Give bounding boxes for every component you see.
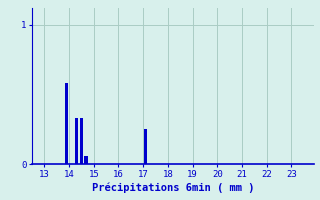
Bar: [84, 156, 88, 164]
Bar: [65, 83, 68, 164]
Bar: [80, 118, 83, 164]
X-axis label: Précipitations 6min ( mm ): Précipitations 6min ( mm ): [92, 183, 254, 193]
Bar: [75, 118, 78, 164]
Bar: [144, 129, 148, 164]
